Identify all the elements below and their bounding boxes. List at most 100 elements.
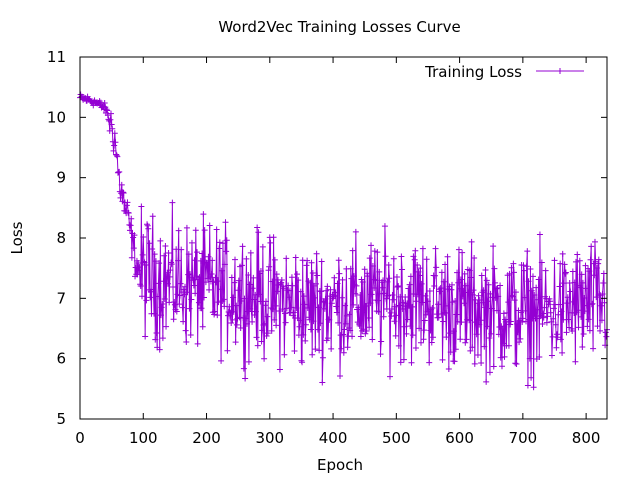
data-point <box>588 243 595 250</box>
data-point <box>583 302 590 309</box>
data-point <box>528 374 535 381</box>
legend: Training Loss <box>424 63 584 81</box>
data-point <box>562 270 569 277</box>
data-point <box>456 285 463 292</box>
data-point <box>550 305 557 312</box>
data-point <box>477 317 484 324</box>
data-point <box>483 277 490 284</box>
data-point <box>490 363 497 370</box>
data-point <box>549 333 556 340</box>
x-tick-label: 300 <box>255 429 284 447</box>
data-point <box>574 251 581 258</box>
data-point <box>151 251 158 258</box>
data-point <box>468 238 475 245</box>
data-point <box>149 213 156 220</box>
data-point <box>127 222 134 229</box>
data-point <box>195 299 202 306</box>
data-point <box>388 313 395 320</box>
data-point <box>516 339 523 346</box>
data-point <box>323 287 330 294</box>
data-point <box>124 199 131 206</box>
data-point <box>555 311 562 318</box>
data-point <box>254 342 261 349</box>
y-tick-label: 9 <box>56 169 66 187</box>
data-point <box>459 293 466 300</box>
data-point <box>261 355 268 362</box>
data-point <box>304 257 311 264</box>
data-point <box>227 309 234 316</box>
data-point <box>391 318 398 325</box>
data-point <box>476 321 483 328</box>
data-point <box>374 249 381 256</box>
data-point <box>388 306 395 313</box>
data-point <box>495 293 502 300</box>
data-point <box>280 285 287 292</box>
data-point <box>589 300 596 307</box>
data-point <box>451 358 458 365</box>
data-point <box>458 319 465 326</box>
data-point <box>135 259 142 266</box>
data-point <box>524 248 531 255</box>
data-point <box>318 258 325 265</box>
data-point <box>554 331 561 338</box>
data-point <box>250 296 257 303</box>
data-point <box>467 274 474 281</box>
data-point <box>399 266 406 273</box>
data-point <box>264 313 271 320</box>
data-point <box>168 261 175 268</box>
data-point <box>218 267 225 274</box>
data-point <box>595 256 602 263</box>
data-point <box>587 256 594 263</box>
data-point <box>455 279 462 286</box>
data-point <box>594 323 601 330</box>
data-point <box>469 344 476 351</box>
data-point <box>261 320 268 327</box>
data-point <box>429 304 436 311</box>
data-point <box>180 318 187 325</box>
data-point <box>273 271 280 278</box>
data-point <box>511 269 517 276</box>
data-point <box>304 305 311 312</box>
data-point <box>139 293 145 300</box>
data-point <box>205 253 212 260</box>
data-point <box>136 264 143 271</box>
data-point <box>526 316 533 323</box>
data-point <box>170 284 176 290</box>
data-point <box>364 273 371 280</box>
data-point <box>173 246 180 253</box>
data-point <box>194 249 201 256</box>
data-point <box>125 209 132 216</box>
data-point <box>118 181 125 188</box>
data-point <box>368 242 375 249</box>
data-point <box>365 315 372 322</box>
data-point <box>288 274 295 281</box>
data-point <box>300 293 307 300</box>
data-point <box>341 326 348 333</box>
data-point <box>276 307 283 314</box>
data-point <box>508 264 515 271</box>
data-point <box>405 285 412 292</box>
data-point <box>586 327 593 334</box>
data-point <box>300 331 307 338</box>
data-point <box>397 359 404 366</box>
data-point <box>357 333 364 340</box>
data-point <box>291 347 298 354</box>
data-point <box>117 194 124 201</box>
data-point <box>538 259 545 266</box>
data-point <box>315 304 322 311</box>
data-point <box>155 280 162 287</box>
data-point <box>443 334 450 341</box>
data-point <box>412 344 419 351</box>
data-point <box>597 327 604 334</box>
data-point <box>376 268 383 275</box>
data-point <box>564 294 571 301</box>
data-point <box>523 318 530 325</box>
data-point <box>591 272 598 279</box>
data-point <box>273 322 280 329</box>
data-point <box>558 308 565 315</box>
data-point <box>340 331 347 338</box>
data-point <box>498 363 505 370</box>
data-point <box>108 110 114 117</box>
data-point <box>318 288 325 295</box>
data-point <box>252 308 259 315</box>
